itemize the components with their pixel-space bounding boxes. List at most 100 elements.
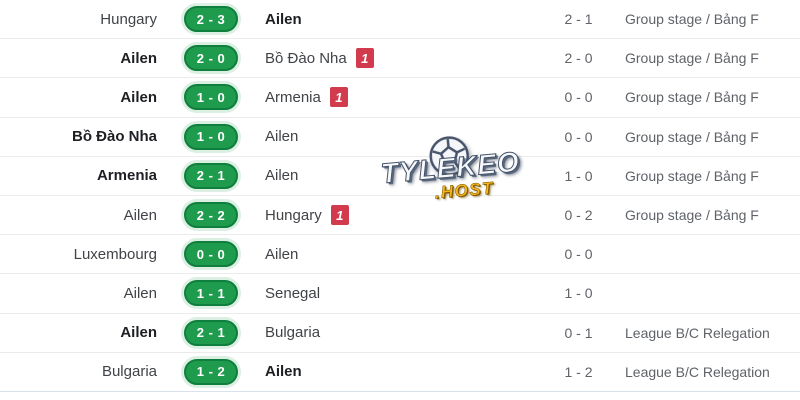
away-team-name: Ailen — [265, 167, 299, 185]
away-team-name: Ailen — [265, 363, 302, 381]
stage-label: Group stage / Bảng F — [625, 50, 759, 67]
stage-label: League B/C Relegation — [625, 363, 770, 380]
stage-label: League B/C Relegation — [625, 324, 770, 341]
fulltime-score-badge: 2 - 2 — [184, 202, 238, 229]
home-team-cell: Luxembourg — [0, 246, 157, 263]
fulltime-score-badge: 2 - 1 — [184, 319, 238, 346]
away-team-cell: Ailen — [265, 363, 545, 380]
away-team-cell: Armenia 1 — [265, 87, 545, 108]
home-team-name: Ailen — [123, 206, 157, 224]
halftime-score-cell: 0 - 2 — [545, 207, 612, 223]
halftime-score-cell: 0 - 0 — [545, 89, 612, 105]
stage-cell: Group stage / Bảng F — [612, 129, 800, 145]
match-row[interactable]: Ailen 1 - 1 Senegal 1 - 0 — [0, 274, 800, 314]
halftime-score: 0 - 0 — [564, 128, 593, 145]
match-row[interactable]: Ailen 2 - 2 Hungary 1 0 - 2 Group stage … — [0, 195, 800, 236]
home-team-name: Bồ Đào Nha — [71, 128, 157, 146]
stage-cell: League B/C Relegation — [612, 364, 800, 380]
halftime-score: 1 - 0 — [564, 285, 593, 302]
match-row[interactable]: Ailen 2 - 0 Bồ Đào Nha 1 2 - 0 Group sta… — [0, 39, 800, 79]
fulltime-score-cell: 2 - 2 — [157, 202, 265, 229]
fulltime-score-cell: 2 - 3 — [157, 6, 265, 33]
halftime-score-cell: 0 - 1 — [545, 325, 612, 341]
fulltime-score-badge: 2 - 3 — [184, 6, 238, 33]
stage-cell: Group stage / Bảng F — [612, 207, 800, 223]
match-row[interactable]: Hungary 2 - 3 Ailen 2 - 1 Group stage / … — [0, 0, 800, 40]
fulltime-score-cell: 1 - 1 — [157, 280, 265, 307]
stage-cell: Group stage / Bảng F — [612, 168, 800, 184]
match-row[interactable]: Ailen 2 - 1 Bulgaria 0 - 1 League B/C Re… — [0, 313, 800, 353]
fulltime-score-badge: 1 - 2 — [184, 358, 238, 385]
home-team-cell: Ailen — [0, 285, 157, 302]
home-team-cell: Ailen — [0, 50, 157, 67]
halftime-score: 0 - 2 — [564, 207, 593, 224]
away-red-card-badge: 1 — [355, 48, 374, 69]
home-team-name: Armenia — [96, 167, 157, 185]
fulltime-score-cell: 2 - 1 — [157, 319, 265, 346]
halftime-score: 2 - 1 — [564, 11, 593, 28]
stage-label: Group stage / Bảng F — [625, 89, 759, 106]
stage-cell: League B/C Relegation — [612, 325, 800, 341]
away-red-card-badge: 1 — [329, 87, 348, 108]
stage-label: Group stage / Bảng F — [625, 167, 759, 184]
match-row[interactable]: Ailen 1 - 0 Armenia 1 0 - 0 Group stage … — [0, 78, 800, 118]
stage-cell: Group stage / Bảng F — [612, 50, 800, 66]
next-row-partial — [0, 393, 800, 400]
fulltime-score-badge: 1 - 0 — [184, 123, 238, 150]
halftime-score: 2 - 0 — [564, 50, 593, 67]
away-team-name: Bồ Đào Nha — [265, 49, 347, 67]
away-team-cell: Ailen — [265, 128, 545, 145]
away-team-cell: Ailen — [265, 167, 545, 184]
home-team-cell: Ailen — [0, 89, 157, 106]
halftime-score: 1 - 2 — [564, 363, 593, 380]
home-team-cell: Bulgaria — [0, 363, 157, 380]
away-team-name: Hungary — [265, 206, 322, 224]
fulltime-score-badge: 2 - 0 — [184, 45, 238, 72]
home-team-name: Ailen — [120, 88, 157, 106]
home-team-cell: Ailen — [0, 324, 157, 341]
home-team-name: Hungary — [100, 10, 157, 28]
away-team-name: Ailen — [265, 128, 299, 146]
away-team-name: Ailen — [265, 10, 302, 28]
stage-cell: Group stage / Bảng F — [612, 11, 800, 27]
away-team-cell: Bulgaria — [265, 324, 545, 341]
match-row[interactable]: Armenia 2 - 1 Ailen 1 - 0 Group stage / … — [0, 156, 800, 196]
home-team-name: Bulgaria — [101, 363, 157, 381]
home-team-cell: Bồ Đào Nha — [0, 128, 157, 145]
fulltime-score-badge: 0 - 0 — [184, 241, 238, 268]
home-team-name: Ailen — [120, 324, 157, 342]
away-team-name: Ailen — [265, 245, 299, 263]
fulltime-score-cell: 1 - 0 — [157, 123, 265, 150]
away-team-cell: Bồ Đào Nha 1 — [265, 48, 545, 69]
home-team-cell: Armenia — [0, 167, 157, 184]
halftime-score-cell: 1 - 2 — [545, 364, 612, 380]
stage-cell: Group stage / Bảng F — [612, 89, 800, 105]
match-row[interactable]: Bồ Đào Nha 1 - 0 Ailen 0 - 0 Group stage… — [0, 117, 800, 157]
halftime-score: 1 - 0 — [564, 167, 593, 184]
stage-label: Group stage / Bảng F — [625, 207, 759, 224]
away-team-cell: Ailen — [265, 11, 545, 28]
match-row[interactable]: Bulgaria 1 - 2 Ailen 1 - 2 League B/C Re… — [0, 352, 800, 392]
halftime-score-cell: 1 - 0 — [545, 285, 612, 301]
home-team-name: Ailen — [120, 49, 157, 67]
away-team-cell: Hungary 1 — [265, 205, 545, 226]
fulltime-score-cell: 1 - 0 — [157, 84, 265, 111]
home-team-cell: Ailen — [0, 207, 157, 224]
fulltime-score-badge: 2 - 1 — [184, 162, 238, 189]
away-team-cell: Ailen — [265, 246, 545, 263]
home-team-name: Ailen — [123, 284, 157, 302]
fulltime-score-cell: 1 - 2 — [157, 358, 265, 385]
home-team-name: Luxembourg — [73, 245, 157, 263]
fulltime-score-cell: 0 - 0 — [157, 241, 265, 268]
halftime-score: 0 - 0 — [564, 89, 593, 106]
fulltime-score-cell: 2 - 0 — [157, 45, 265, 72]
halftime-score: 0 - 0 — [564, 246, 593, 263]
match-row[interactable]: Luxembourg 0 - 0 Ailen 0 - 0 — [0, 235, 800, 275]
stage-label: Group stage / Bảng F — [625, 128, 759, 145]
stage-label: Group stage / Bảng F — [625, 11, 759, 28]
fulltime-score-badge: 1 - 0 — [184, 84, 238, 111]
away-team-name: Bulgaria — [265, 324, 321, 342]
halftime-score: 0 - 1 — [564, 324, 593, 341]
